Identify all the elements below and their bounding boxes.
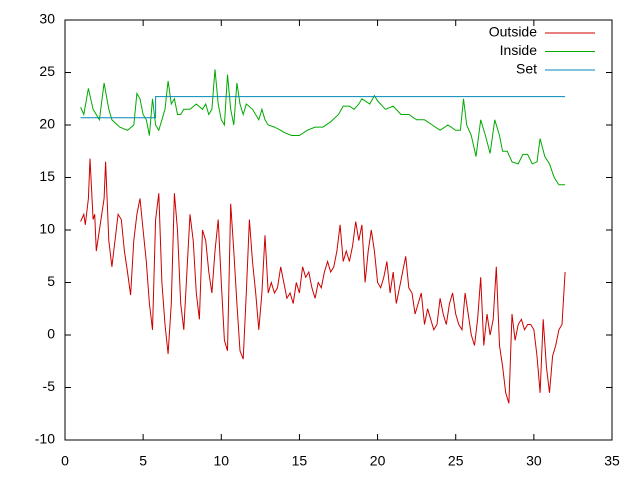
legend-label: Inside — [500, 42, 538, 58]
y-tick-label: 20 — [39, 116, 55, 132]
series-line — [80, 158, 566, 404]
y-tick-label: 25 — [39, 63, 55, 79]
y-tick-label: -5 — [43, 378, 56, 394]
y-tick-label: 15 — [39, 168, 55, 184]
legend-label: Outside — [489, 24, 537, 40]
x-tick-label: 35 — [604, 453, 620, 469]
y-tick-label: -10 — [35, 431, 55, 447]
x-tick-label: 30 — [526, 453, 542, 469]
plot-border — [64, 19, 613, 441]
x-tick-label: 10 — [213, 453, 229, 469]
series-line — [80, 96, 566, 119]
x-tick-label: 25 — [448, 453, 464, 469]
legend-label: Set — [516, 61, 537, 77]
y-tick-label: 10 — [39, 221, 55, 237]
y-tick-label: 30 — [39, 11, 55, 27]
x-tick-label: 5 — [139, 453, 147, 469]
y-tick-label: 5 — [47, 273, 55, 289]
series-line — [80, 69, 566, 186]
x-tick-label: 20 — [370, 453, 386, 469]
y-tick-label: 0 — [47, 326, 55, 342]
x-tick-label: 15 — [292, 453, 308, 469]
x-tick-label: 0 — [61, 453, 69, 469]
